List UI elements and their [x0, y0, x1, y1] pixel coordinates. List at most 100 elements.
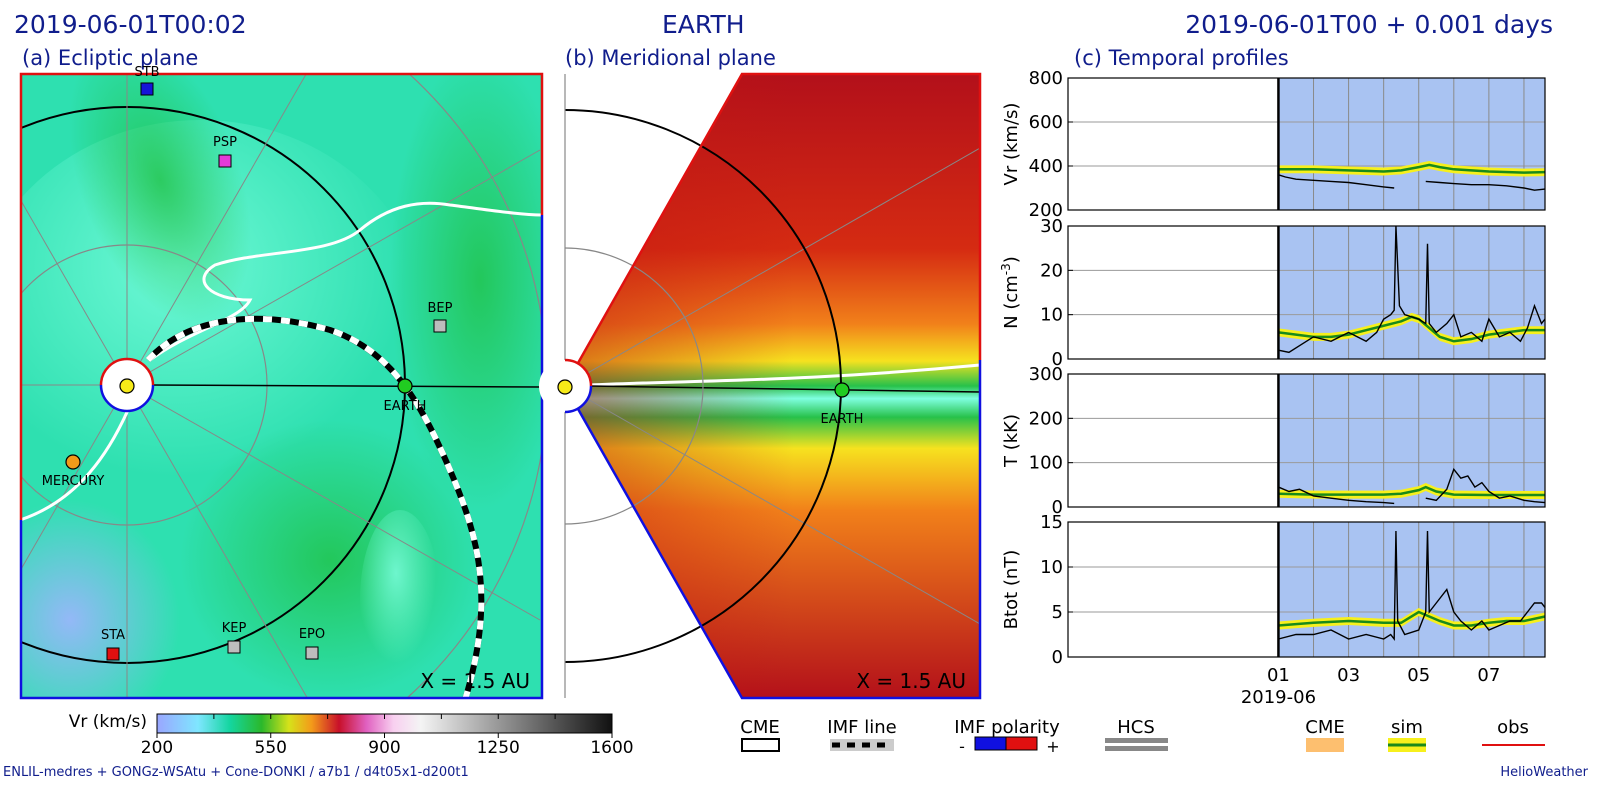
- legend: CME IMF line IMF polarity - + HCS CME si…: [740, 717, 1545, 756]
- y-axis-label-exponent: -3: [999, 263, 1013, 275]
- sim-series-line: [1278, 610, 1546, 627]
- panel-a-title: (a) Ecliptic plane: [22, 46, 199, 70]
- epo-label: EPO: [299, 627, 325, 642]
- obs-series-line: [1425, 180, 1546, 191]
- colorbar-ticks: 200 550 900 1250 1600: [141, 714, 634, 758]
- earth-label-b: EARTH: [821, 412, 864, 427]
- y-tick-label: 0: [1052, 497, 1063, 518]
- legend-hcs-swatch: [1105, 738, 1168, 743]
- forecast-period-shading: [1278, 78, 1545, 210]
- colorbar-tick-label: 550: [255, 738, 287, 758]
- inner-boundary-negative: [99, 384, 155, 413]
- sim-series-line: [1278, 163, 1546, 174]
- hcs-line: [21, 201, 542, 522]
- hcs-line-b: [589, 363, 980, 387]
- sun-icon-b: [557, 379, 573, 395]
- y-tick-label: 0: [1052, 647, 1063, 668]
- y-axis-label: Btot (nT): [1001, 550, 1022, 630]
- kep-label: KEP: [222, 621, 247, 636]
- legend-cme-swatch: [741, 738, 780, 752]
- header-center-title: EARTH: [662, 10, 745, 39]
- footer-left: ENLIL-medres + GONGz-WSAtu + Cone-DONKI …: [3, 765, 469, 780]
- profile-panel: 15 10 5 0 Btot (nT): [1001, 512, 1546, 668]
- y-axis-label: Vr (km/s): [1001, 103, 1022, 186]
- legend-cme2-label: CME: [1305, 717, 1344, 738]
- legend-imf-line-label: IMF line: [827, 717, 896, 738]
- x-tick-label: 01: [1267, 665, 1290, 686]
- colorbar-tick-label: 1250: [477, 738, 520, 758]
- profile-frame: [1067, 77, 1546, 211]
- legend-negative-swatch: [974, 736, 1007, 751]
- profile-panel: 300 200 100 0 T (kK): [1001, 364, 1546, 518]
- y-tick-label: 800: [1029, 68, 1063, 89]
- colorbar: Vr (km/s) 200 550 900 1250 1600: [69, 712, 634, 758]
- obs-series-line: [1278, 174, 1395, 189]
- fast-wind-region: [360, 510, 440, 690]
- inner-boundary-b-positive: [564, 358, 593, 387]
- earth-label-a: EARTH: [384, 399, 427, 414]
- positive-polarity-frame: [19, 72, 544, 520]
- earth-marker: [397, 378, 413, 394]
- obs-series-line: [1278, 530, 1546, 641]
- scale-label-a: X = 1.5 AU: [420, 669, 530, 693]
- colorbar-tick-label: 1600: [590, 738, 633, 758]
- y-tick-label: 10: [1040, 305, 1063, 326]
- sta-label: STA: [101, 628, 125, 643]
- footer-right: HelioWeather: [1500, 765, 1588, 780]
- radial-grid: [21, 74, 541, 698]
- kep-marker: [227, 640, 241, 654]
- legend-cme2-swatch: [1306, 738, 1344, 752]
- y-tick-label: 300: [1029, 364, 1063, 385]
- profile-panel: 800 600 400 200 Vr (km/s): [1001, 68, 1546, 221]
- panel-b-meridional: EARTH X = 1.5 AU: [539, 72, 982, 700]
- legend-minus: -: [959, 737, 965, 756]
- inner-boundary-b-negative: [564, 385, 593, 414]
- colorbar-tick-label: 900: [368, 738, 400, 758]
- forecast-period-shading: [1278, 374, 1545, 507]
- stb-marker: [140, 82, 154, 96]
- y-tick-label: 15: [1040, 512, 1063, 533]
- legend-positive-swatch: [1005, 736, 1038, 751]
- y-tick-label: 200: [1029, 200, 1063, 221]
- x-tick-label: 07: [1477, 665, 1500, 686]
- obs-series-line: [1278, 225, 1546, 354]
- y-tick-label: 600: [1029, 112, 1063, 133]
- panel-c-title: (c) Temporal profiles: [1074, 46, 1289, 70]
- y-tick-label: 200: [1029, 408, 1063, 429]
- earth-marker-b: [834, 382, 850, 398]
- legend-hcs-label: HCS: [1117, 717, 1155, 738]
- panel-b-title: (b) Meridional plane: [565, 46, 776, 70]
- y-tick-label: 30: [1040, 216, 1063, 237]
- legend-hcs-swatch-2: [1105, 746, 1168, 751]
- legend-cme-label: CME: [740, 717, 779, 738]
- scale-label-b: X = 1.5 AU: [856, 669, 966, 693]
- obs-series-line: [1278, 486, 1395, 505]
- sun-icon: [119, 378, 135, 394]
- y-tick-label: 5: [1052, 602, 1063, 623]
- positive-polarity-frame-b: [563, 72, 982, 387]
- bep-marker: [433, 319, 447, 333]
- forecast-period-shading: [1278, 522, 1545, 657]
- mercury-label: MERCURY: [42, 474, 105, 489]
- mercury-marker: [65, 454, 81, 470]
- sun-earth-line-b: [589, 385, 980, 393]
- sta-marker: [106, 647, 120, 661]
- profile-panel: 30 20 10 0 N (cm-3): [999, 216, 1546, 370]
- stb-label: STB: [134, 65, 159, 80]
- obs-series-line: [1425, 467, 1546, 504]
- panel-a-ecliptic: STB PSP BEP EARTH MERCURY STA KEP EPO X …: [19, 65, 544, 700]
- psp-label: PSP: [213, 135, 237, 150]
- y-tick-label: 10: [1040, 557, 1063, 578]
- x-axis: 01 03 05 07 2019-06: [1241, 665, 1501, 708]
- legend-sim-label: sim: [1391, 717, 1423, 738]
- profile-frame: [1067, 521, 1546, 658]
- stream-band: [390, 74, 542, 510]
- y-axis-label: N (cm-3): [999, 256, 1022, 329]
- profile-frame: [1067, 373, 1546, 508]
- legend-imf-polarity-label: IMF polarity: [954, 717, 1060, 738]
- x-tick-label: 03: [1337, 665, 1360, 686]
- slow-wind-region: [21, 500, 180, 698]
- y-tick-label: 20: [1040, 260, 1063, 281]
